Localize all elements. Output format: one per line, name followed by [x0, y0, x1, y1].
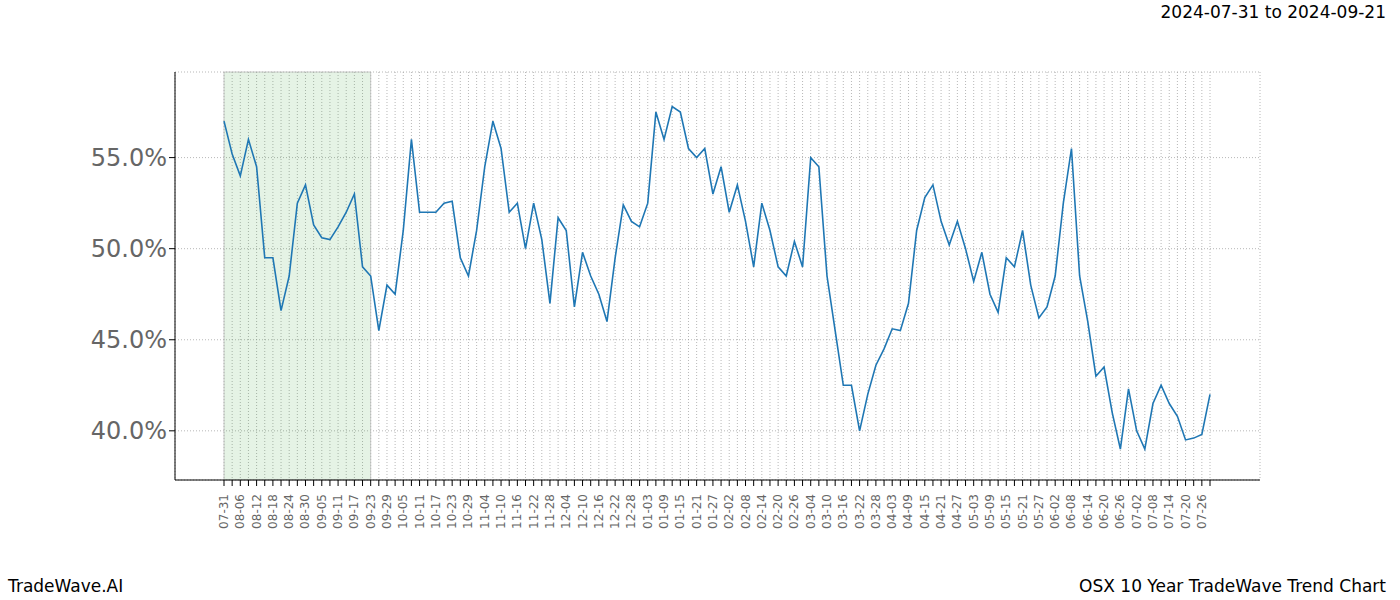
html-text:TradeWave.AI: TradeWave.AI: [8, 576, 124, 596]
svg-text:12-10: 12-10: [576, 494, 590, 529]
svg-text:02-08: 02-08: [739, 494, 753, 529]
svg-text:10-23: 10-23: [445, 494, 459, 529]
svg-text:06-14: 06-14: [1081, 494, 1095, 529]
svg-text:09-29: 09-29: [380, 494, 394, 529]
svg-text:12-16: 12-16: [592, 494, 606, 529]
svg-text:03-16: 03-16: [836, 494, 850, 529]
svg-text:02-26: 02-26: [787, 494, 801, 529]
svg-text:08-30: 08-30: [298, 494, 312, 529]
html-text:OSX 10 Year TradeWave Trend Ch: OSX 10 Year TradeWave Trend Chart: [1079, 576, 1386, 596]
svg-text:01-03: 01-03: [641, 494, 655, 529]
svg-text:11-28: 11-28: [543, 494, 557, 529]
svg-text:10-29: 10-29: [461, 494, 475, 529]
svg-text:07-08: 07-08: [1146, 494, 1160, 529]
svg-text:11-16: 11-16: [510, 494, 524, 529]
svg-text:01-15: 01-15: [673, 494, 687, 529]
svg-text:05-21: 05-21: [1016, 494, 1030, 529]
svg-text:11-22: 11-22: [527, 494, 541, 529]
svg-text:12-22: 12-22: [608, 494, 622, 529]
svg-text:06-02: 06-02: [1048, 494, 1062, 529]
html-text:2024-07-31 to 2024-09-21: 2024-07-31 to 2024-09-21: [1160, 2, 1386, 22]
svg-text:05-27: 05-27: [1032, 494, 1046, 529]
svg-text:04-03: 04-03: [885, 494, 899, 529]
svg-text:10-17: 10-17: [429, 494, 443, 529]
svg-text:40.0%: 40.0%: [91, 417, 167, 445]
svg-text:01-09: 01-09: [657, 494, 671, 529]
svg-text:03-22: 03-22: [853, 494, 867, 529]
svg-text:10-11: 10-11: [413, 494, 427, 529]
svg-text:07-20: 07-20: [1179, 494, 1193, 529]
svg-text:04-09: 04-09: [901, 494, 915, 529]
svg-text:07-02: 07-02: [1130, 494, 1144, 529]
svg-text:02-20: 02-20: [771, 494, 785, 529]
svg-text:09-17: 09-17: [347, 494, 361, 529]
svg-text:04-27: 04-27: [950, 494, 964, 529]
svg-text:08-06: 08-06: [233, 494, 247, 529]
svg-text:03-10: 03-10: [820, 494, 834, 529]
svg-text:03-04: 03-04: [804, 494, 818, 529]
svg-text:08-24: 08-24: [282, 494, 296, 529]
svg-text:11-04: 11-04: [478, 494, 492, 529]
svg-text:12-28: 12-28: [624, 494, 638, 529]
svg-text:07-31: 07-31: [217, 494, 231, 529]
svg-text:04-21: 04-21: [934, 494, 948, 529]
svg-text:55.0%: 55.0%: [91, 144, 167, 172]
svg-text:04-15: 04-15: [918, 494, 932, 529]
svg-text:07-26: 07-26: [1195, 494, 1209, 529]
svg-text:06-26: 06-26: [1113, 494, 1127, 529]
svg-text:12-04: 12-04: [559, 494, 573, 529]
svg-text:45.0%: 45.0%: [91, 326, 167, 354]
svg-text:06-08: 06-08: [1064, 494, 1078, 529]
svg-text:05-03: 05-03: [967, 494, 981, 529]
svg-text:01-27: 01-27: [706, 494, 720, 529]
svg-text:10-05: 10-05: [396, 494, 410, 529]
svg-text:09-23: 09-23: [364, 494, 378, 529]
svg-text:07-14: 07-14: [1162, 494, 1176, 529]
svg-text:05-09: 05-09: [983, 494, 997, 529]
svg-text:02-02: 02-02: [722, 494, 736, 529]
svg-text:08-12: 08-12: [250, 494, 264, 529]
svg-text:06-20: 06-20: [1097, 494, 1111, 529]
svg-text:03-28: 03-28: [869, 494, 883, 529]
svg-text:50.0%: 50.0%: [91, 235, 167, 263]
svg-text:02-14: 02-14: [755, 494, 769, 529]
svg-text:11-10: 11-10: [494, 494, 508, 529]
svg-text:01-21: 01-21: [690, 494, 704, 529]
svg-text:05-15: 05-15: [999, 494, 1013, 529]
svg-text:08-18: 08-18: [266, 494, 280, 529]
svg-text:09-11: 09-11: [331, 494, 345, 529]
svg-text:09-05: 09-05: [315, 494, 329, 529]
